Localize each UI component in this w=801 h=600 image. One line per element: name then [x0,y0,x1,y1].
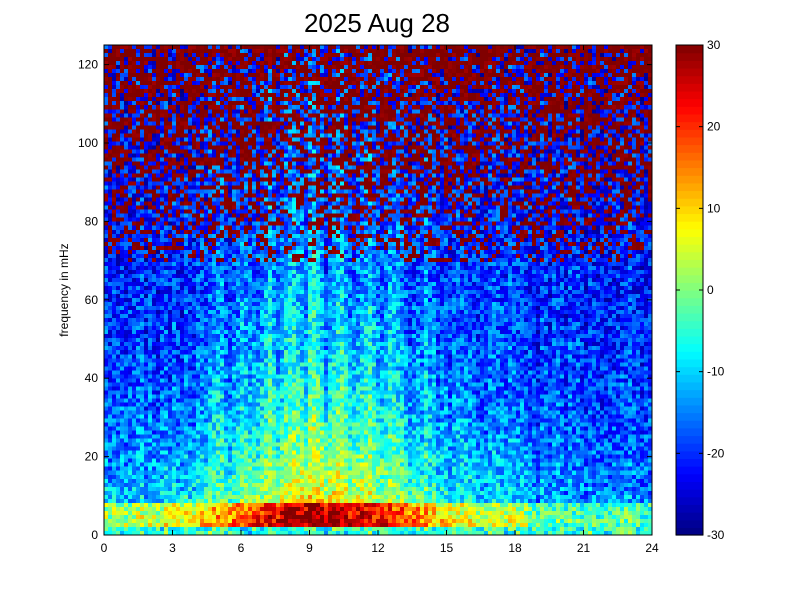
colorbar-swatch [676,282,703,291]
colorbar-swatch [676,98,703,107]
colorbar-swatch [676,83,703,92]
colorbar-swatch [676,175,703,184]
colorbar-swatch [676,259,703,268]
colorbar-swatch [676,274,703,283]
colorbar-swatch [676,443,703,452]
colorbar-swatch [676,473,703,483]
colorbar-swatch [676,420,703,429]
colorbar-swatch [676,458,703,467]
colorbar-swatch [676,412,703,421]
y-tick-label: 40 [85,371,99,385]
x-tick-label: 0 [101,541,108,555]
colorbar-swatch [676,504,703,513]
colorbar-swatch [676,129,703,138]
colorbar-ticks: -30 -20 -10 0 10 20 30 [676,38,725,542]
colorbar-swatch [676,397,703,406]
x-tick-label: 3 [169,541,176,555]
colorbar-swatch [676,527,703,536]
x-axis-ticks: 0 3 6 9 12 15 18 21 24 [101,45,659,555]
x-tick-label: 12 [371,541,385,555]
colorbar-tick-label: -10 [707,365,725,379]
colorbar-swatch [676,496,703,505]
spectrogram-heatmap [104,45,652,535]
colorbar-swatch [676,244,703,253]
x-tick-label: 18 [508,541,522,555]
y-tick-label: 80 [85,214,99,228]
colorbar-swatch [676,450,703,460]
colorbar-swatch [676,90,703,100]
colorbar-swatch [676,290,703,299]
colorbar-swatch [676,205,703,215]
y-tick-label: 0 [91,528,98,542]
colorbar-swatch [676,67,703,77]
colorbar-swatch [676,312,703,322]
y-tick-label: 20 [85,450,99,464]
colorbar-swatch [676,519,703,528]
colorbar-swatch [676,512,703,521]
colorbar-swatch [676,328,703,337]
colorbar-swatch [676,335,703,345]
colorbar-tick-label: 20 [707,120,721,134]
colorbar-swatch [676,182,703,192]
colorbar-swatch [676,305,703,314]
colorbar-swatch [676,358,703,368]
colorbar-tick-label: 0 [707,283,714,297]
colorbar-tick-label: 10 [707,201,721,215]
colorbar-swatch [676,389,703,398]
x-tick-label: 6 [238,541,245,555]
colorbar-swatch [676,121,703,130]
colorbar-swatch [676,75,703,84]
colorbar-swatch [676,52,703,61]
colorbar-swatch [676,481,703,490]
colorbar-swatch [676,351,703,360]
heatmap-image [104,45,652,535]
colorbar-swatch [676,167,703,176]
colorbar-swatch [676,144,703,153]
colorbar-swatch [676,320,703,329]
colorbar-swatch [676,381,703,391]
colorbar-swatch [676,427,703,437]
chart-title: 2025 Aug 28 [304,8,450,38]
x-tick-label: 24 [645,541,659,555]
colorbar-swatch [676,228,703,238]
y-tick-label: 100 [78,136,98,150]
colorbar-swatch [676,466,703,475]
colorbar-swatch [676,267,703,276]
colorbar-tick-label: 30 [707,38,721,52]
colorbar-swatch [676,236,703,245]
y-tick-label: 60 [85,293,99,307]
colorbar-tick-label: -20 [707,446,725,460]
colorbar-swatch [676,159,703,169]
colorbar-tick-label: -30 [707,528,725,542]
colorbar-swatch [676,297,703,306]
colorbar-swatch [676,45,703,54]
colorbar-swatch [676,366,703,375]
y-axis-label: frequency in mHz [57,243,71,336]
colorbar-swatch [676,251,703,260]
x-tick-label: 21 [577,541,591,555]
colorbar [676,45,703,536]
y-axis-ticks: 0 20 40 60 80 100 120 [78,58,652,542]
colorbar-swatch [676,190,703,199]
colorbar-swatch [676,152,703,161]
colorbar-swatch [676,113,703,123]
colorbar-swatch [676,198,703,207]
colorbar-swatch [676,221,703,230]
colorbar-swatch [676,136,703,146]
colorbar-swatch [676,213,703,222]
colorbar-swatch [676,374,703,383]
colorbar-swatch [676,404,703,414]
x-tick-label: 15 [440,541,454,555]
colorbar-swatch [676,343,703,352]
y-tick-label: 120 [78,58,98,72]
colorbar-swatch [676,435,703,444]
colorbar-swatch [676,60,703,69]
x-tick-label: 9 [306,541,313,555]
colorbar-swatch [676,489,703,498]
colorbar-swatch [676,106,703,115]
